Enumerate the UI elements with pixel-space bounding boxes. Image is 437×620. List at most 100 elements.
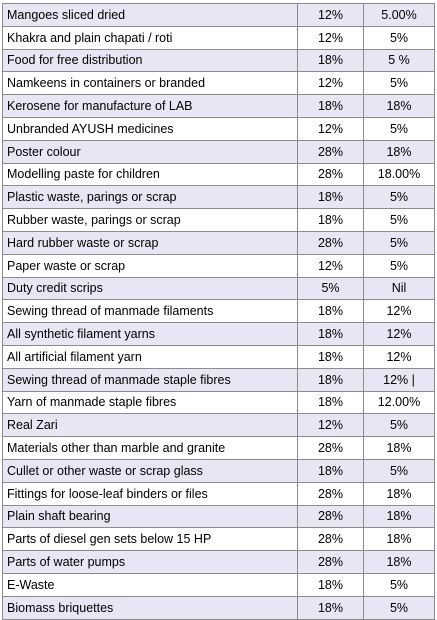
table-row: Real Zari 12% 5% — [2, 413, 435, 438]
item-cell: E-Waste — [2, 572, 298, 597]
new-rate-cell: 5% — [363, 595, 435, 620]
new-rate-cell: 12.00% — [363, 390, 435, 415]
new-rate-cell: 18% — [363, 436, 435, 460]
new-rate-cell: 12% | — [363, 367, 435, 392]
table-row: Parts of water pumps 28% 18% — [2, 550, 435, 574]
table-row: Sewing thread of manmade staple fibres 18… — [2, 367, 435, 392]
new-rate-cell: 18% — [363, 527, 435, 552]
item-cell: Unbranded AYUSH medicines — [2, 116, 298, 141]
new-rate-cell: 5% — [363, 71, 435, 96]
old-rate-cell: 18% — [297, 94, 364, 118]
old-rate-cell: 28% — [297, 436, 364, 460]
new-rate-cell: 18% — [363, 481, 435, 506]
new-rate-cell: 5% — [363, 185, 435, 210]
item-cell: Parts of diesel gen sets below 15 HP — [2, 527, 298, 552]
old-rate-cell: 18% — [297, 595, 364, 620]
table-row: Plastic waste, parings or scrap 18% 5% — [2, 185, 435, 210]
item-cell: Food for free distribution — [2, 48, 298, 73]
table-row: Modelling paste for children 28% 18.00% — [2, 162, 435, 187]
new-rate-cell: 18% — [363, 94, 435, 118]
old-rate-cell: 28% — [297, 139, 364, 164]
table-row: Sewing thread of manmade filaments 18% 12% — [2, 299, 435, 324]
table-row: E-Waste 18% 5% — [2, 572, 435, 597]
item-cell: Fittings for loose-leaf binders or files — [2, 481, 298, 506]
table-row: All synthetic filament yarns 18% 12% — [2, 322, 435, 346]
table-row: Unbranded AYUSH medicines 12% 5% — [2, 116, 435, 141]
table-row: Duty credit scrips 5% Nil — [2, 276, 435, 301]
table-row: Parts of diesel gen sets below 15 HP 28% 1… — [2, 527, 435, 552]
old-rate-cell: 18% — [297, 390, 364, 415]
item-cell: Mangoes sliced dried — [2, 3, 298, 27]
new-rate-cell: Nil — [363, 276, 435, 301]
old-rate-cell: 28% — [297, 162, 364, 187]
item-cell: Paper waste or scrap — [2, 253, 298, 278]
old-rate-cell: 12% — [297, 3, 364, 27]
table-row: Mangoes sliced dried 12% 5.00% — [2, 3, 435, 27]
new-rate-cell: 18% — [363, 550, 435, 574]
item-cell: Modelling paste for children — [2, 162, 298, 187]
item-cell: Khakra and plain chapati / roti — [2, 25, 298, 50]
item-cell: Poster colour — [2, 139, 298, 164]
table-row: Plain shaft bearing 28% 18% — [2, 504, 435, 529]
new-rate-cell: 5% — [363, 116, 435, 141]
item-cell: Rubber waste, parings or scrap — [2, 208, 298, 232]
table-row: Kerosene for manufacture of LAB 18% 18% — [2, 94, 435, 118]
item-cell: All synthetic filament yarns — [2, 322, 298, 346]
new-rate-cell: 18% — [363, 139, 435, 164]
old-rate-cell: 18% — [297, 322, 364, 346]
old-rate-cell: 12% — [297, 25, 364, 50]
item-cell: Yarn of manmade staple fibres — [2, 390, 298, 415]
item-cell: Namkeens in containers or branded — [2, 71, 298, 96]
table-row: Poster colour 28% 18% — [2, 139, 435, 164]
new-rate-cell: 5% — [363, 208, 435, 232]
table-row: Cullet or other waste or scrap glass 18% 5… — [2, 458, 435, 483]
new-rate-cell: 18.00% — [363, 162, 435, 187]
table-row: Fittings for loose-leaf binders or files… — [2, 481, 435, 506]
old-rate-cell: 12% — [297, 116, 364, 141]
table-row: Materials other than marble and granite 2… — [2, 436, 435, 460]
item-cell: Kerosene for manufacture of LAB — [2, 94, 298, 118]
item-cell: Real Zari — [2, 413, 298, 438]
table-row: Hard rubber waste or scrap 28% 5% — [2, 230, 435, 255]
old-rate-cell: 5% — [297, 276, 364, 301]
old-rate-cell: 18% — [297, 48, 364, 73]
item-cell: Duty credit scrips — [2, 276, 298, 301]
table-row: Food for free distribution 18% 5 % — [2, 48, 435, 73]
item-cell: Biomass briquettes — [2, 595, 298, 620]
new-rate-cell: 5% — [363, 25, 435, 50]
new-rate-cell: 12% — [363, 344, 435, 369]
new-rate-cell: 5 % — [363, 48, 435, 73]
old-rate-cell: 18% — [297, 458, 364, 483]
new-rate-cell: 18% — [363, 504, 435, 529]
old-rate-cell: 28% — [297, 550, 364, 574]
item-cell: Parts of water pumps — [2, 550, 298, 574]
old-rate-cell: 28% — [297, 481, 364, 506]
table-row: Biomass briquettes 18% 5% — [2, 595, 435, 620]
new-rate-cell: 5% — [363, 253, 435, 278]
new-rate-cell: 12% — [363, 299, 435, 324]
new-rate-cell: 5% — [363, 230, 435, 255]
item-cell: Hard rubber waste or scrap — [2, 230, 298, 255]
old-rate-cell: 28% — [297, 504, 364, 529]
table-row: Paper waste or scrap 12% 5% — [2, 253, 435, 278]
new-rate-cell: 5% — [363, 572, 435, 597]
table-row: All artificial filament yarn 18% 12% — [2, 344, 435, 369]
item-cell: Sewing thread of manmade filaments — [2, 299, 298, 324]
gst-rate-table: Mangoes sliced dried 12% 5.00% Khakra and p… — [2, 3, 435, 620]
item-cell: All artificial filament yarn — [2, 344, 298, 369]
old-rate-cell: 12% — [297, 253, 364, 278]
old-rate-cell: 18% — [297, 344, 364, 369]
item-cell: Cullet or other waste or scrap glass — [2, 458, 298, 483]
table-row: Rubber waste, parings or scrap 18% 5% — [2, 208, 435, 232]
item-cell: Sewing thread of manmade staple fibres — [2, 367, 298, 392]
old-rate-cell: 18% — [297, 185, 364, 210]
new-rate-cell: 12% — [363, 322, 435, 346]
new-rate-cell: 5.00% — [363, 3, 435, 27]
old-rate-cell: 28% — [297, 230, 364, 255]
old-rate-cell: 18% — [297, 572, 364, 597]
old-rate-cell: 28% — [297, 527, 364, 552]
old-rate-cell: 18% — [297, 208, 364, 232]
new-rate-cell: 5% — [363, 458, 435, 483]
old-rate-cell: 12% — [297, 413, 364, 438]
table-row: Namkeens in containers or branded 12% 5% — [2, 71, 435, 96]
